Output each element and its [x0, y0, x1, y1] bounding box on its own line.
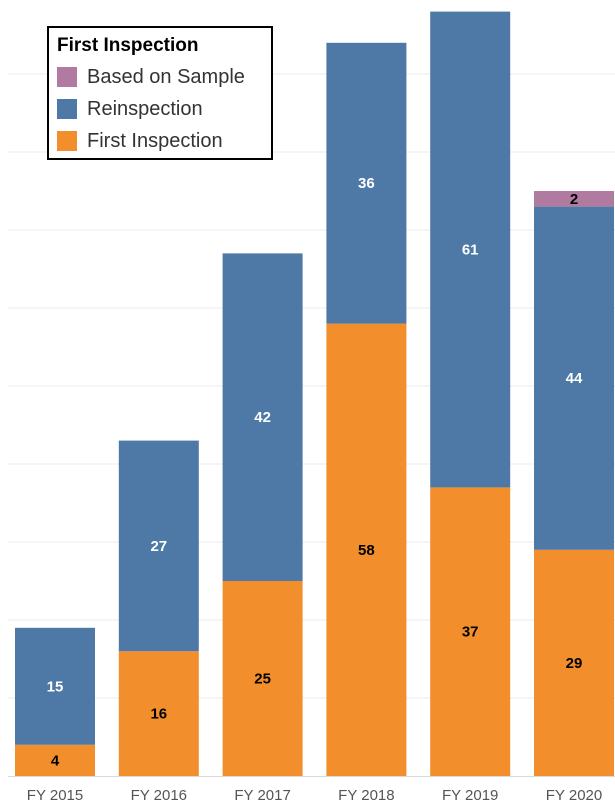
bar-segment-reinspection: [326, 42, 407, 324]
data-label: 4: [51, 752, 60, 769]
data-label: 29: [566, 655, 583, 672]
bar-segment-reinspection: [430, 11, 511, 488]
bar-segment-first-inspection: [534, 549, 614, 776]
legend-swatch-based-on-sample: [57, 67, 77, 87]
legend-swatch-first-inspection: [57, 131, 77, 151]
legend-item-first-inspection: First Inspection: [57, 125, 271, 157]
legend-item-based-on-sample: Based on Sample: [57, 61, 271, 93]
data-label: 44: [566, 370, 583, 387]
data-label: 61: [462, 242, 479, 259]
legend-label: Reinspection: [87, 97, 203, 120]
bar-segment-first-inspection: [430, 487, 511, 776]
bar-segment-first-inspection: [222, 581, 303, 776]
data-label: 58: [358, 542, 375, 559]
data-label: 16: [150, 706, 167, 723]
data-label: 36: [358, 175, 375, 192]
x-tick-label: FY 2019: [442, 787, 498, 803]
bar-segment-reinspection: [15, 627, 95, 745]
bar-segment-first-inspection: [118, 651, 199, 776]
bar-segment-first-inspection: [15, 744, 95, 776]
data-labels: 4 15 16 27 25 42 58 36 37 61 29 44 2: [47, 175, 583, 769]
data-label: 25: [254, 671, 271, 688]
legend-title: First Inspection: [57, 35, 199, 56]
bar-segment-reinspection: [534, 206, 614, 550]
legend: First Inspection Based on Sample Reinspe…: [47, 26, 273, 160]
bar-segment-first-inspection: [326, 323, 407, 776]
x-axis-tick-labels: FY 2015 FY 2016 FY 2017 FY 2018 FY 2019 FY 20…: [27, 787, 602, 803]
legend-label: First Inspection: [87, 129, 223, 152]
legend-label: Based on Sample: [87, 65, 245, 88]
bar-segment-reinspection: [222, 253, 303, 581]
bar-segment-reinspection: [118, 440, 199, 652]
x-tick-label: FY 2018: [338, 787, 394, 803]
legend-swatch-reinspection: [57, 99, 77, 119]
bars: [15, 11, 614, 776]
gridlines: [8, 73, 615, 777]
data-label: 27: [150, 538, 167, 555]
bar-segment-based-on-sample: [534, 191, 614, 207]
data-label: 2: [570, 191, 578, 208]
x-tick-label: FY 2015: [27, 787, 83, 803]
x-tick-label: FY 2020: [546, 787, 602, 803]
data-label: 15: [47, 678, 64, 695]
legend-item-reinspection: Reinspection: [57, 93, 271, 125]
x-tick-label: FY 2016: [131, 787, 187, 803]
data-label: 37: [462, 624, 479, 641]
x-tick-label: FY 2017: [234, 787, 290, 803]
data-label: 42: [254, 409, 271, 426]
